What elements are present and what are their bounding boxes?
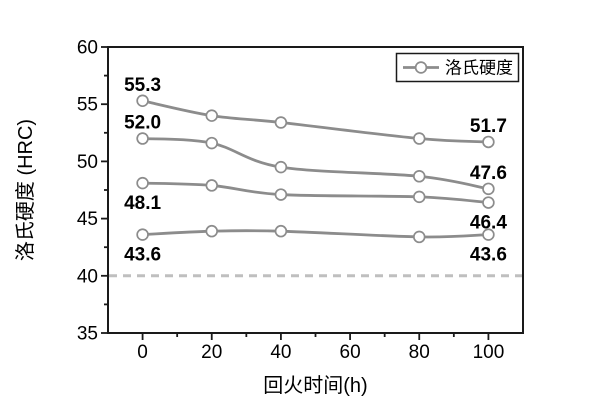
y-axis-title: 洛氏硬度 (HRC) [14, 119, 37, 261]
y-tick-label: 35 [77, 324, 98, 345]
annotation-label: 52.0 [124, 113, 161, 134]
legend: 洛氏硬度 [395, 52, 520, 83]
data-point-marker [482, 135, 495, 149]
data-point-marker [482, 196, 495, 209]
data-point-marker [205, 224, 219, 238]
x-tick-label: 80 [409, 342, 430, 363]
annotation-label: 47.6 [470, 163, 507, 184]
x-tick-label: 40 [270, 342, 291, 363]
x-tick-label: 20 [201, 342, 222, 363]
data-point-marker [136, 176, 149, 190]
data-point-marker [274, 224, 288, 238]
y-tick-label: 40 [77, 266, 98, 287]
plot-border [107, 46, 524, 334]
data-point-marker [413, 132, 426, 145]
data-point-marker [413, 230, 426, 244]
x-axis-title: 回火时间(h) [263, 374, 367, 397]
x-tick-label: 100 [473, 342, 505, 363]
y-tick-label: 55 [77, 95, 98, 116]
data-point-marker [482, 182, 495, 196]
annotation-label: 55.3 [124, 75, 161, 96]
y-tick-label: 60 [77, 38, 98, 59]
annotation-label: 43.6 [124, 245, 161, 266]
data-point-marker [413, 190, 426, 204]
y-tick-label: 45 [77, 209, 98, 230]
data-point-marker [136, 94, 149, 108]
data-point-marker [205, 179, 219, 192]
data-point-marker [274, 160, 288, 174]
data-point-marker [482, 228, 495, 241]
annotation-label: 46.4 [470, 213, 507, 234]
legend-marker-circle-icon [414, 61, 428, 74]
legend-entry-label: 洛氏硬度 [445, 59, 513, 78]
annotation-label: 43.6 [470, 245, 507, 266]
annotation-label: 51.7 [470, 116, 507, 137]
x-tick-label: 0 [137, 342, 148, 363]
data-point-marker [274, 116, 288, 129]
data-point-marker [205, 109, 219, 122]
data-point-marker [274, 188, 288, 201]
data-point-marker [136, 228, 149, 241]
x-tick-label: 60 [340, 342, 361, 363]
data-point-marker [136, 132, 149, 145]
data-point-marker [413, 170, 426, 183]
data-point-marker [205, 136, 219, 150]
annotation-label: 48.1 [124, 193, 161, 214]
y-tick-label: 50 [77, 152, 98, 173]
